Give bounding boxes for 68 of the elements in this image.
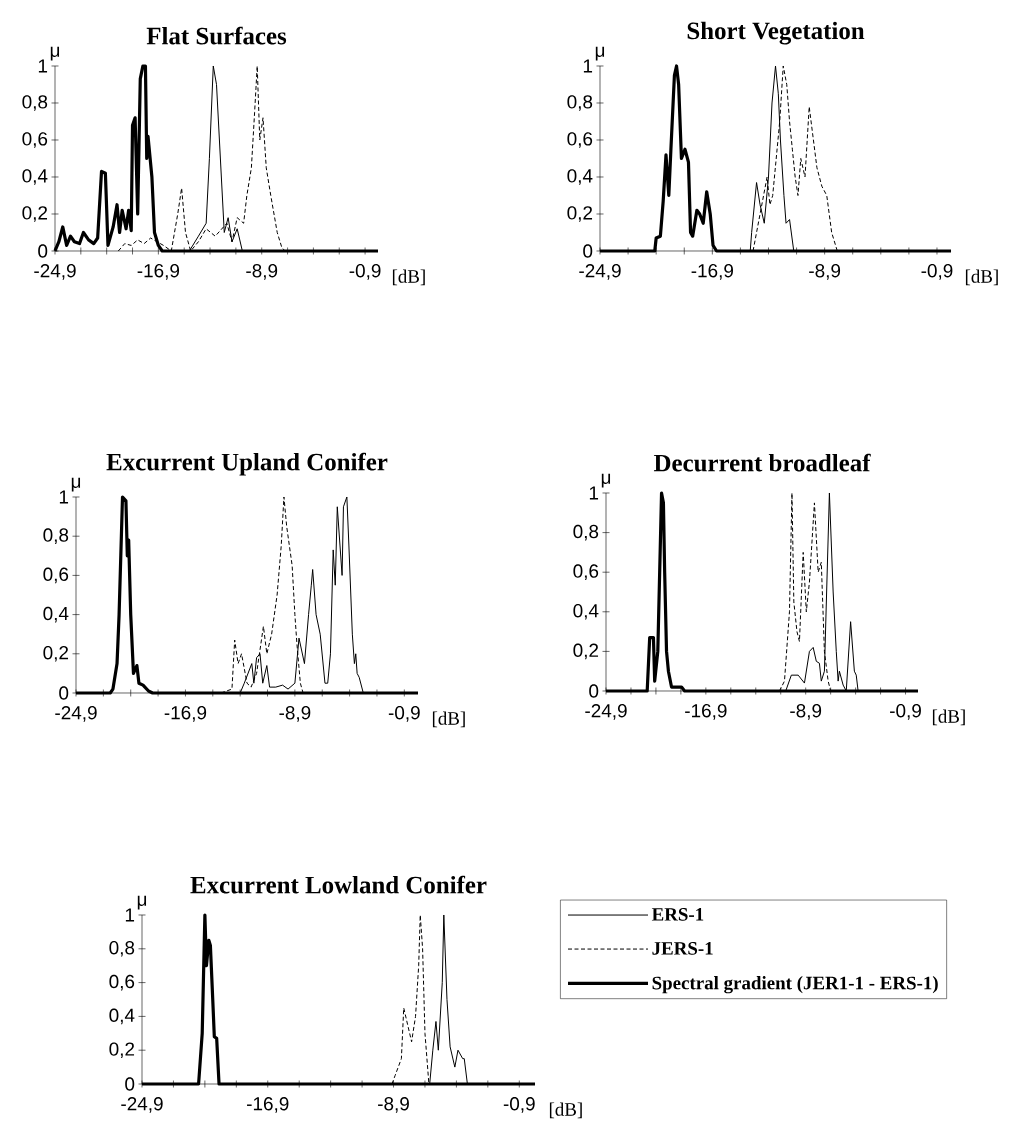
y-tick-label: 0,4 (109, 1008, 135, 1025)
y-axis-title: μ (601, 473, 611, 488)
y-tick-label: 0 (38, 244, 48, 258)
y-tick-label: 0,8 (109, 940, 135, 957)
y-tick-label: 0 (59, 686, 69, 700)
y-tick-label: 0,4 (573, 603, 599, 620)
chart-title: Short Vegetation (687, 21, 865, 45)
y-tick-label: 0,6 (109, 974, 135, 991)
x-axis-title: [dB] (932, 709, 965, 726)
x-tick-label: -0,9 (503, 1097, 535, 1113)
y-tick-label: 1 (125, 908, 135, 922)
x-tick-label: -0,9 (349, 264, 381, 280)
x-tick-label: -16,9 (137, 264, 180, 280)
x-tick-label: -8,9 (246, 264, 278, 280)
y-tick-label: 1 (589, 486, 599, 500)
chart-title: Flat Surfaces (146, 26, 287, 45)
y-tick-label: 1 (59, 490, 69, 504)
chart-title: Excurrent Lowland Conifer (190, 875, 487, 894)
x-tick-label: -8,9 (279, 706, 311, 722)
x-tick-label: -16,9 (691, 264, 733, 280)
y-tick-label: 0 (589, 684, 599, 698)
legend-label: JERS-1 (652, 942, 713, 955)
y-tick-label: 0,2 (22, 206, 48, 222)
y-axis-title: μ (50, 46, 60, 61)
y-tick-label: 0 (583, 244, 593, 258)
y-tick-label: 0,2 (109, 1042, 135, 1059)
y-axis-title: μ (71, 477, 81, 492)
y-tick-label: 0,6 (567, 132, 593, 148)
y-tick-label: 0,4 (22, 169, 48, 185)
y-tick-label: 1 (38, 59, 48, 73)
x-axis-title: [dB] (392, 269, 425, 286)
chart-title: Decurrent broadleaf (653, 453, 871, 472)
y-tick-label: 0,8 (567, 95, 593, 111)
legend-label: Spectral gradient (JER1-1 - ERS-1) (652, 976, 938, 994)
x-tick-label: -8,9 (790, 704, 822, 720)
y-tick-label: 0,4 (567, 169, 593, 185)
y-tick-label: 0,6 (43, 567, 69, 584)
y-tick-label: 0,8 (573, 524, 599, 541)
y-tick-label: 0,8 (22, 95, 48, 111)
x-tick-label: -0,9 (890, 704, 921, 720)
x-tick-label: -16,9 (685, 704, 727, 720)
x-tick-label: -0,9 (388, 706, 420, 722)
x-axis-title: [dB] (965, 269, 998, 286)
chart-title: Excurrent Upland Conifer (106, 452, 388, 476)
x-tick-label: -16,9 (247, 1097, 289, 1113)
x-tick-label: -8,9 (809, 264, 841, 280)
x-axis-title: [dB] (549, 1102, 582, 1119)
x-tick-label: -24,9 (121, 1097, 163, 1113)
y-tick-label: 0,2 (43, 645, 69, 662)
y-tick-label: 0 (125, 1077, 135, 1091)
y-axis-title: μ (137, 895, 147, 910)
x-tick-label: -24,9 (579, 264, 621, 280)
y-tick-label: 0,8 (43, 528, 69, 545)
y-axis-title: μ (595, 46, 605, 61)
y-tick-label: 1 (583, 59, 593, 73)
y-tick-label: 0,2 (573, 643, 599, 660)
y-tick-label: 0,2 (567, 206, 593, 222)
legend-label: ERS-1 (651, 908, 704, 921)
x-tick-label: -24,9 (34, 264, 76, 280)
x-tick-label: -24,9 (55, 706, 97, 722)
x-tick-label: -24,9 (585, 704, 627, 720)
x-tick-label: -0,9 (921, 264, 953, 280)
x-axis-title: [dB] (432, 711, 465, 728)
y-tick-label: 0,6 (22, 132, 48, 148)
x-tick-label: -16,9 (164, 706, 207, 722)
y-tick-label: 0,4 (43, 606, 69, 623)
x-tick-label: -8,9 (378, 1097, 409, 1113)
y-tick-label: 0,6 (573, 564, 599, 581)
